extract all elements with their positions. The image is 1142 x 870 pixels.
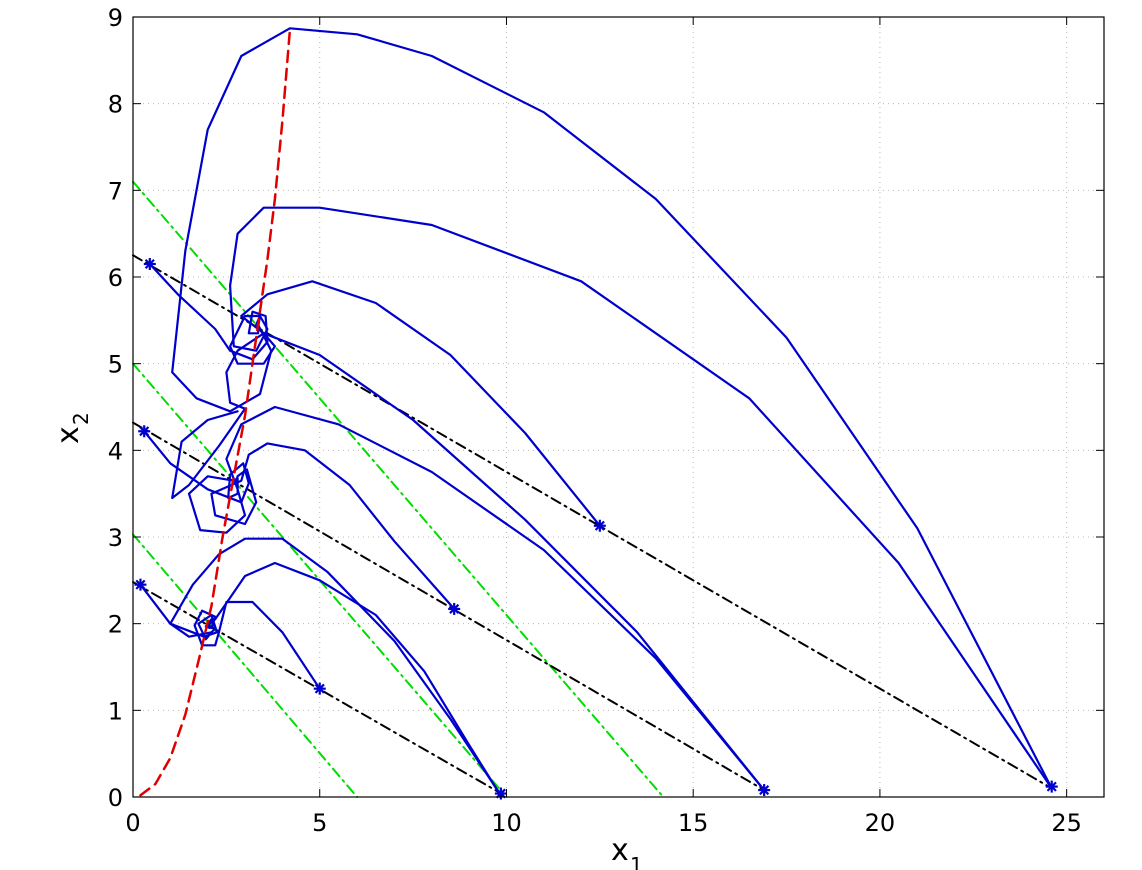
y-tick-label: 4 (108, 437, 123, 465)
start-marker-9 (1045, 780, 1058, 793)
ticks (132, 16, 1104, 798)
y-tick-label: 8 (108, 91, 123, 119)
y-tick-label: 2 (108, 611, 123, 639)
y-tick-label: 1 (108, 697, 123, 725)
start-marker-3 (134, 578, 147, 591)
series-trajectory-4 (169, 537, 501, 794)
series-trajectory-1 (139, 583, 219, 641)
start-marker-7 (494, 787, 507, 800)
axes-box (132, 16, 1105, 798)
series-black-3 (132, 254, 1053, 790)
x-axis-label-sub: 1 (630, 853, 643, 870)
x-axis-label: x 1 (611, 833, 643, 870)
y-axis-label-main: x (51, 426, 86, 444)
series-trajectory-12 (171, 27, 1053, 790)
x-axis-label-main: x (611, 833, 629, 868)
start-marker-6 (593, 519, 606, 532)
y-tick-label: 0 (108, 784, 123, 812)
start-marker-2 (138, 425, 151, 438)
x-tick-label: 10 (491, 809, 522, 837)
series-trajectory-11 (229, 206, 1053, 790)
series-trajectory-3 (206, 561, 501, 794)
x-tick-label: 15 (678, 809, 709, 837)
y-tick-label: 3 (108, 524, 123, 552)
series-trajectory-7 (187, 405, 766, 792)
x-tick-label: 5 (312, 809, 327, 837)
x-tick-label: 20 (865, 809, 896, 837)
y-axis-label: x 2 (51, 412, 93, 444)
series-trajectory-10 (229, 280, 601, 527)
start-marker-5 (448, 602, 461, 615)
start-marker-4 (313, 682, 326, 695)
y-tick-label: 9 (108, 4, 123, 32)
series-layer (132, 27, 1053, 798)
y-axis-label-sub: 2 (69, 412, 93, 425)
tick-labels: 0 5 10 15 20 25 0 1 2 3 4 5 6 7 8 9 (108, 4, 1082, 837)
series-green-3 (132, 180, 665, 798)
start-marker-1 (143, 258, 156, 270)
series-green-1 (132, 533, 359, 798)
series-nullcline-1 (139, 28, 292, 797)
y-tick-label: 5 (108, 351, 123, 379)
start-marker-8 (758, 784, 771, 797)
y-tick-label: 7 (108, 177, 123, 205)
marker-layer (134, 258, 1058, 800)
series-trajectory-6 (210, 442, 456, 611)
series-black-2 (132, 421, 766, 792)
x-tick-label: 25 (1051, 809, 1082, 837)
x-tick-label: 0 (125, 809, 140, 837)
series-trajectory-8 (171, 332, 766, 792)
y-tick-label: 6 (108, 264, 123, 292)
